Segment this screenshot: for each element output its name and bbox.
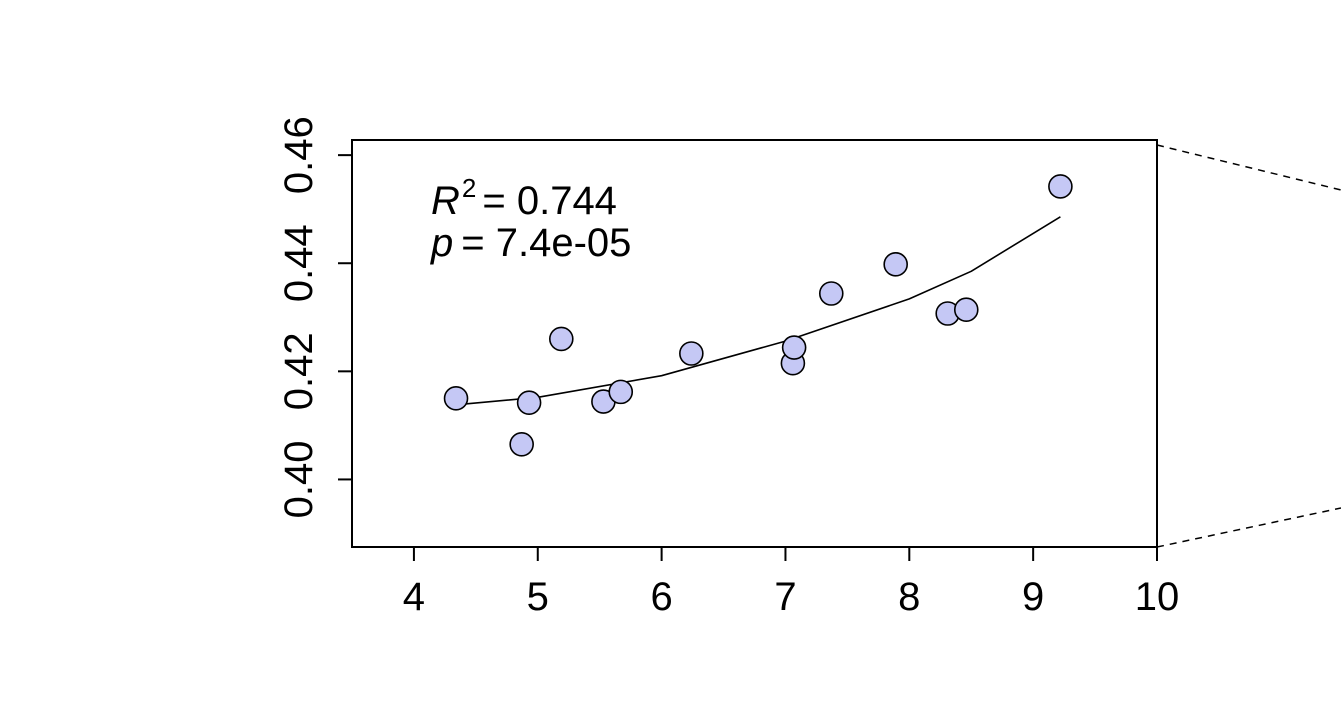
data-point bbox=[509, 432, 534, 457]
y-tick-label: 0.42 bbox=[277, 332, 321, 410]
x-tick-label: 6 bbox=[650, 575, 672, 619]
data-point bbox=[548, 326, 574, 352]
y-tick-label: 0.40 bbox=[277, 441, 321, 519]
points-layer bbox=[443, 174, 1073, 457]
x-axis: 4 5 6 7 8 9 10 bbox=[403, 546, 1180, 619]
p-value-annotation: p = 7.4e-05 bbox=[430, 221, 631, 265]
x-tick-label: 10 bbox=[1135, 575, 1180, 619]
r-squared-annotation: R2 = 0.744 bbox=[431, 173, 617, 223]
data-point bbox=[608, 379, 634, 405]
data-point bbox=[818, 281, 844, 306]
data-point bbox=[679, 341, 704, 366]
data-point bbox=[953, 297, 979, 323]
zoom-connector-top bbox=[1156, 144, 1341, 191]
data-point bbox=[781, 335, 807, 360]
x-tick-label: 5 bbox=[527, 575, 549, 619]
x-tick-label: 4 bbox=[403, 575, 425, 619]
x-tick-label: 7 bbox=[774, 575, 796, 619]
data-point bbox=[516, 390, 542, 415]
zoom-connector-bottom bbox=[1156, 507, 1341, 548]
y-tick-label: 0.46 bbox=[277, 116, 321, 194]
x-tick-label: 8 bbox=[898, 575, 920, 619]
y-axis: 0.40 0.42 0.44 0.46 bbox=[277, 116, 353, 519]
data-point bbox=[1048, 174, 1073, 199]
data-point bbox=[883, 252, 908, 277]
x-tick-label: 9 bbox=[1022, 575, 1044, 619]
y-tick-label: 0.44 bbox=[277, 224, 321, 302]
data-point bbox=[443, 386, 469, 411]
